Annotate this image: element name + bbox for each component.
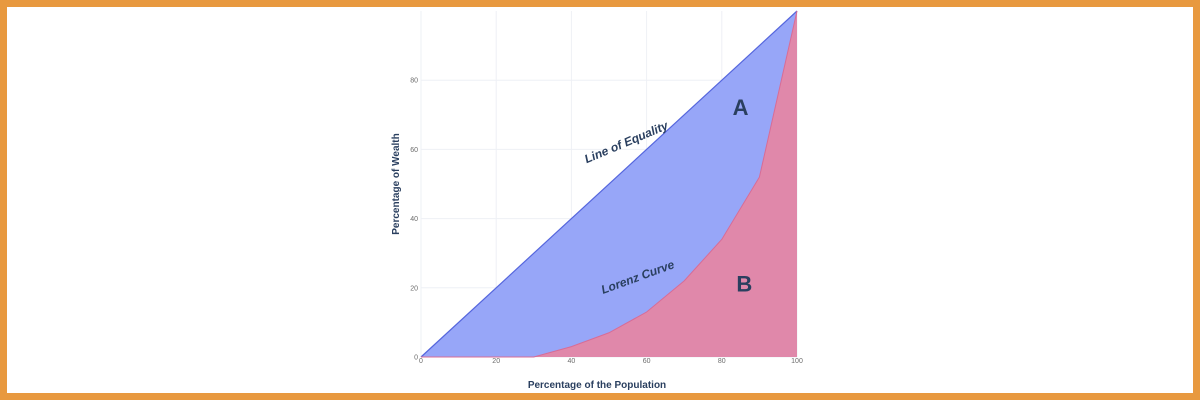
x-axis-title: Percentage of the Population <box>528 380 666 391</box>
y-tick-label: 20 <box>410 285 418 292</box>
region-label-b: B <box>736 271 752 296</box>
x-tick-label: 100 <box>791 358 803 365</box>
series-lines <box>420 10 798 358</box>
y-tick-label: 60 <box>410 147 418 154</box>
x-tick-label: 80 <box>718 358 726 365</box>
y-tick-label: 40 <box>410 216 418 223</box>
y-axis-title: Percentage of Wealth <box>391 133 402 235</box>
x-tick-label: 60 <box>643 358 651 365</box>
y-tick-label: 80 <box>410 78 418 85</box>
x-tick-label: 0 <box>419 358 423 365</box>
region-label-a: A <box>733 95 749 120</box>
region-b-fill <box>421 11 797 357</box>
tick-labels: 0 20 40 60 80 100 0 20 40 60 80 <box>410 78 803 365</box>
line-of-equality <box>420 10 798 358</box>
x-tick-label: 20 <box>492 358 500 365</box>
lorenz-curve-line <box>421 10 798 358</box>
y-tick-label: 0 <box>414 355 418 362</box>
x-tick-label: 40 <box>568 358 576 365</box>
